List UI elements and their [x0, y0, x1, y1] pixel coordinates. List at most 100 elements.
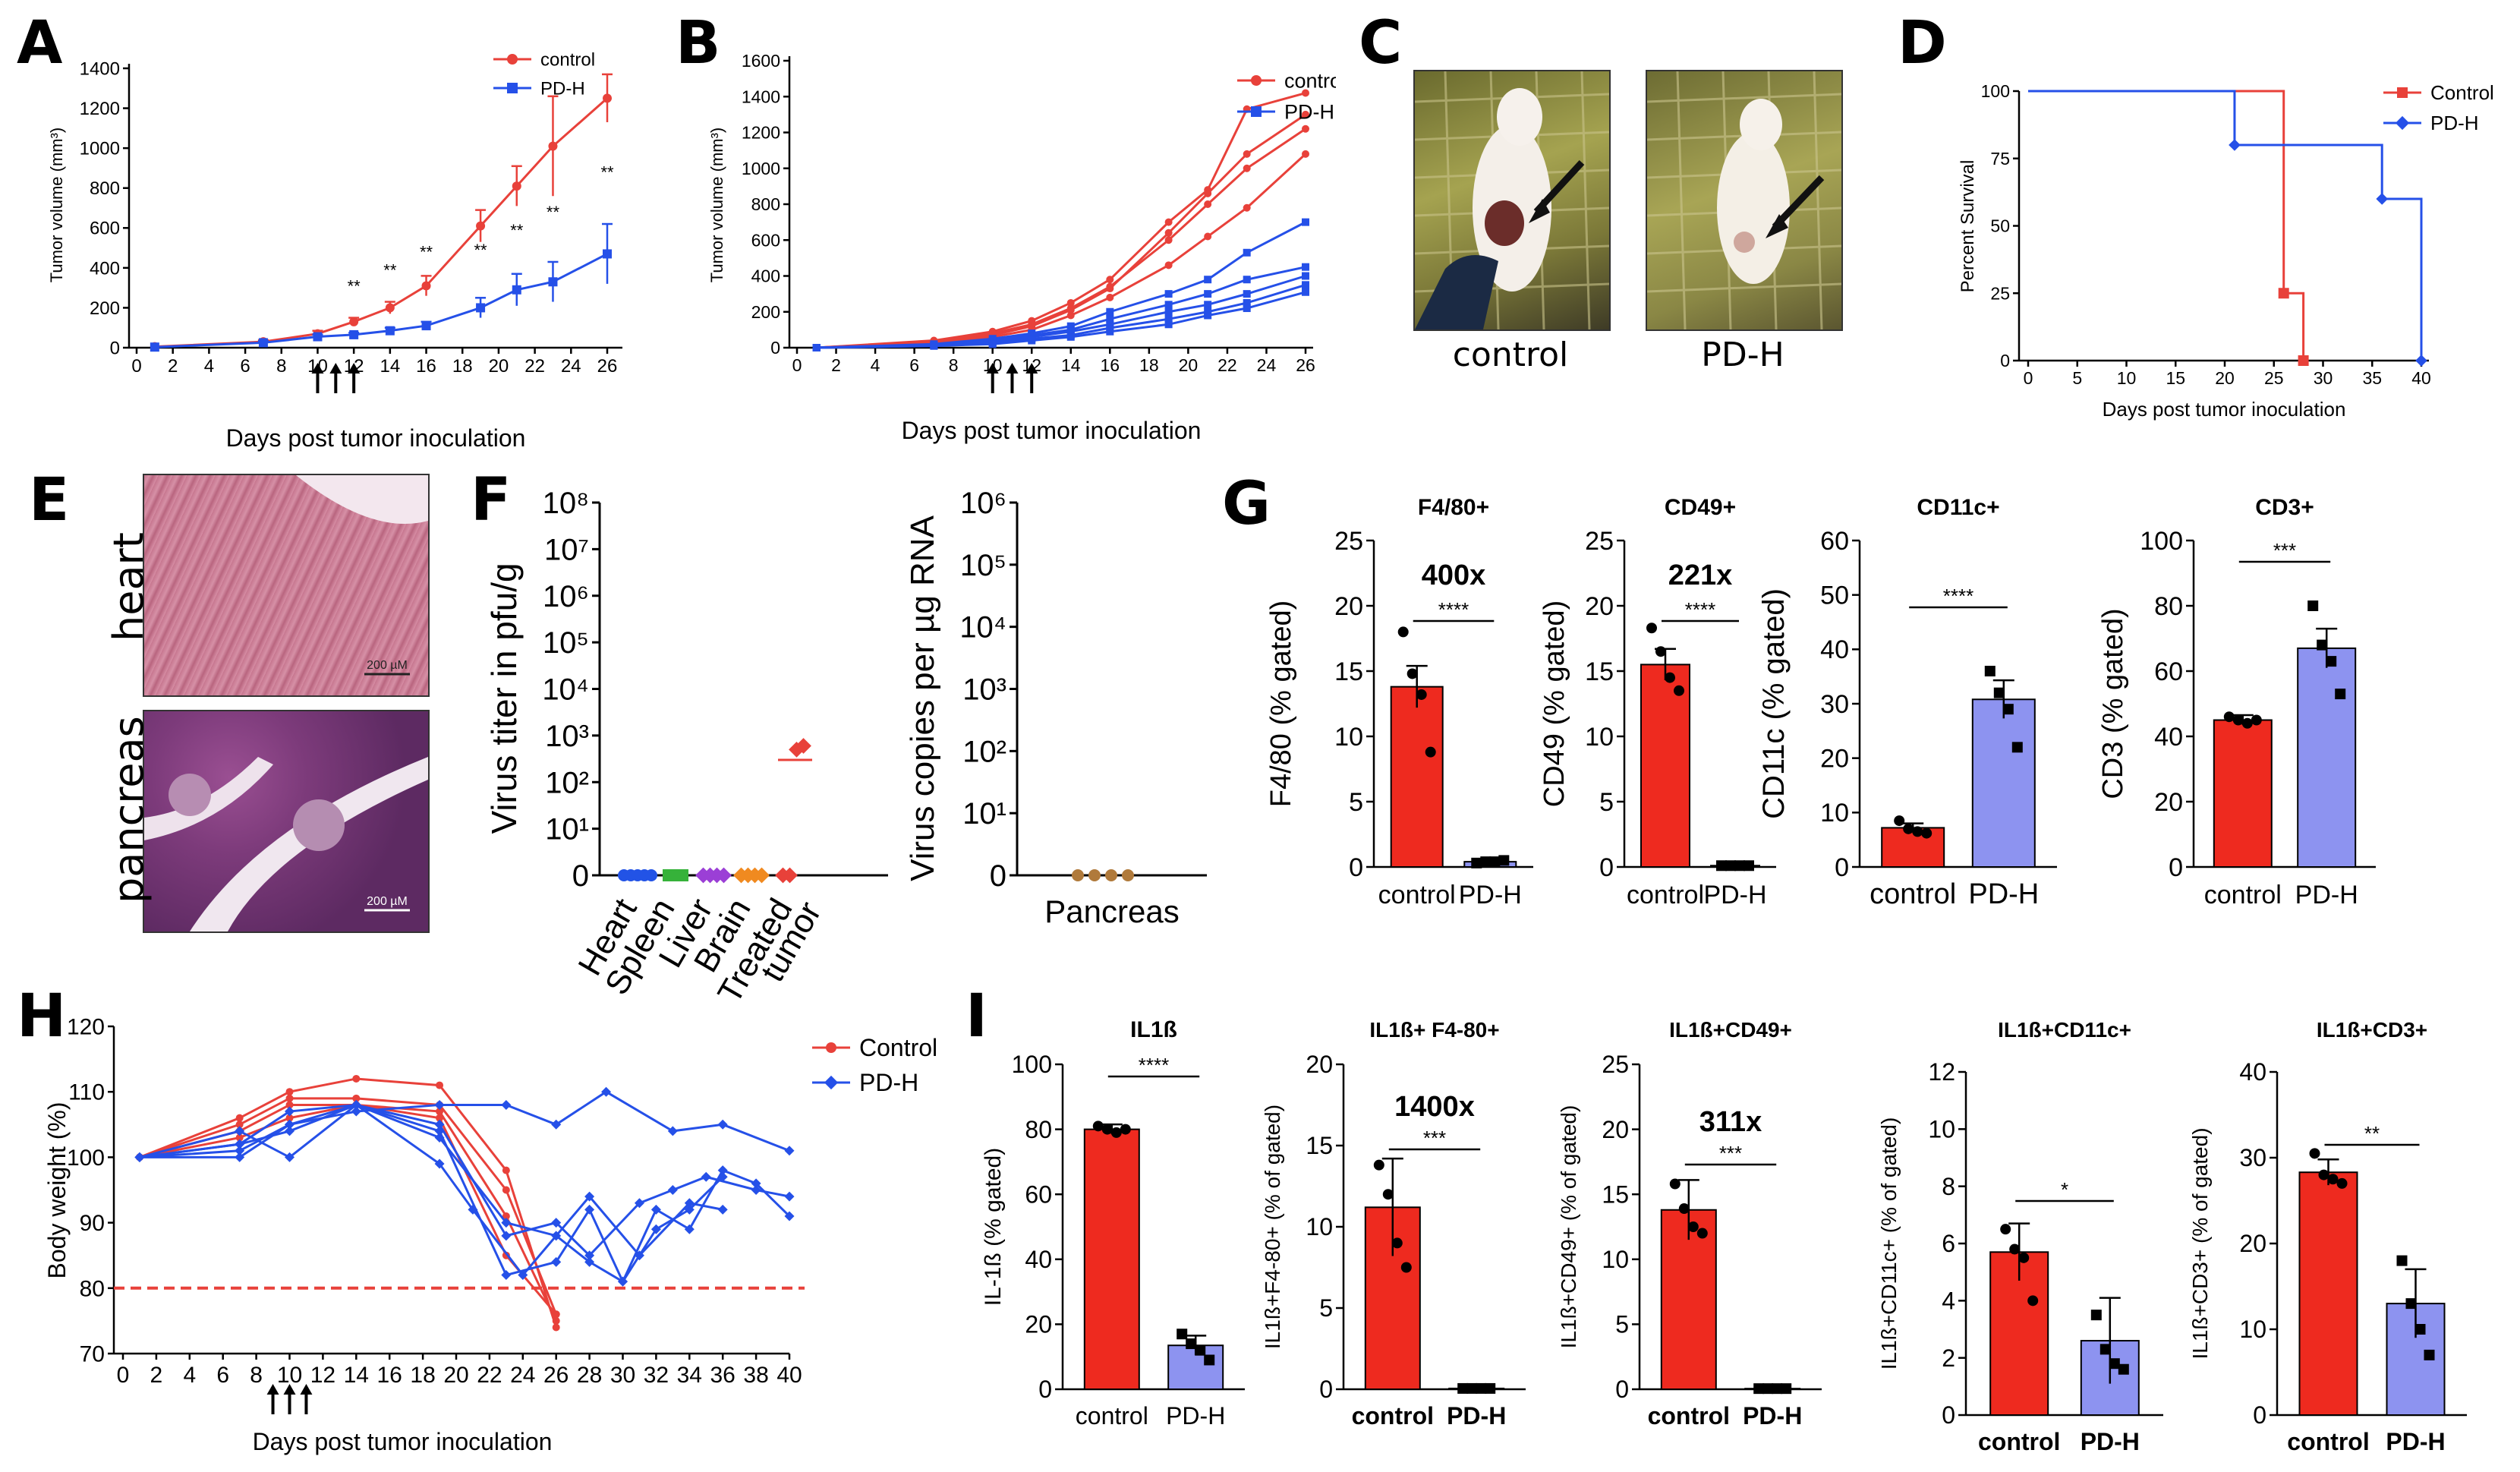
pancreas-scalebar-label: 200 µM — [367, 895, 408, 908]
data-point-Control — [352, 1094, 361, 1102]
fold-change-label: 1400x — [1394, 1091, 1475, 1123]
y-tick-label: 20 — [1602, 1116, 1629, 1143]
category-label: control — [1076, 1402, 1148, 1429]
y-tick-label: 70 — [80, 1342, 105, 1367]
data-point-PD-H — [667, 1185, 678, 1195]
x-tick-label: 0 — [117, 1363, 130, 1388]
data-point-PD-H — [434, 1099, 445, 1110]
data-point-Spleen — [676, 869, 688, 881]
significance-marker: ** — [383, 260, 397, 279]
x-tick-label: 26 — [597, 356, 618, 377]
data-point-PD-H — [1302, 288, 1309, 296]
data-point-control — [385, 303, 395, 313]
data-point-Control — [436, 1081, 444, 1089]
data-point-PD-H — [285, 1126, 295, 1136]
x-tick-label: 0 — [131, 356, 141, 377]
legend-label-pdh: PD-H — [540, 78, 585, 99]
data-point-control — [1204, 232, 1212, 241]
legend-marker-control — [826, 1042, 836, 1053]
data-point-PD-H — [351, 1106, 361, 1117]
data-point-PD-H — [434, 1126, 445, 1136]
significance-marker: *** — [1423, 1127, 1446, 1149]
data-point-PD-H — [1716, 860, 1727, 872]
data-point-PD-H — [235, 1146, 245, 1156]
data-point-PD-H — [2099, 1344, 2111, 1355]
panel-label-F: F — [471, 466, 512, 534]
y-tick-label: 100 — [2140, 527, 2183, 556]
y-tick-label: 60 — [1025, 1180, 1052, 1208]
y-tick-label: 12 — [1928, 1058, 1955, 1086]
mouse-photo-control-drawing — [1415, 71, 1609, 329]
panel-label-B: B — [676, 9, 721, 77]
data-point-PD-H — [1984, 666, 1996, 676]
x-tick-label: 14 — [1061, 355, 1081, 375]
data-point-PD-H — [2414, 1324, 2426, 1335]
bar-PD-H — [2297, 647, 2357, 868]
series-line-PD-H — [816, 291, 1306, 349]
y-axis-label: Body weight (%) — [43, 1102, 71, 1279]
data-point-PD-H — [684, 1224, 695, 1234]
y-axis-label: IL1ß+CD49+ (% of gated) — [1557, 1105, 1580, 1349]
data-point-control — [1302, 150, 1309, 158]
x-tick-label: 30 — [2314, 368, 2333, 388]
data-point-Treated tumor — [789, 741, 805, 758]
data-point-control — [1243, 203, 1251, 212]
data-point-control — [1028, 320, 1036, 329]
legend-label-control: control — [1284, 69, 1336, 92]
data-point-control — [1110, 1127, 1122, 1138]
x-tick-label: 14 — [380, 356, 400, 377]
data-point-PD-H — [235, 1152, 245, 1162]
data-point-Control — [502, 1166, 510, 1174]
panel-label-H: H — [17, 982, 67, 1051]
x-tick-label: 38 — [743, 1363, 768, 1388]
data-point-PD-H — [1195, 1344, 1206, 1356]
data-point-PD-H — [1498, 855, 1510, 866]
data-point-PD-H — [2424, 1349, 2435, 1360]
y-tick-label: 8 — [1942, 1173, 1955, 1200]
data-point-PD-H — [1204, 276, 1212, 284]
x-tick-label: 20 — [1179, 355, 1199, 375]
data-point-control — [476, 221, 486, 231]
y-tick-label: 80 — [1025, 1116, 1052, 1143]
survival-point-pdh — [2229, 139, 2241, 151]
data-point-PD-H — [1734, 860, 1745, 872]
y-tick-label: 400 — [751, 266, 780, 286]
fold-change-label: 311x — [1699, 1106, 1762, 1138]
y-tick-label: 25 — [1602, 1051, 1629, 1078]
y-tick-label: 10⁸ — [543, 487, 589, 520]
chart-title: IL1ß+CD11c+ — [1998, 1018, 2131, 1042]
y-tick-label: 20 — [2239, 1230, 2266, 1257]
x-tick-label: 18 — [452, 356, 473, 377]
data-point-PD-H — [421, 321, 431, 331]
significance-marker: *** — [1719, 1142, 1742, 1165]
data-point-PD-H — [1476, 1382, 1487, 1394]
data-point-PD-H — [584, 1204, 595, 1215]
significance-marker: ** — [547, 203, 560, 222]
data-point-control — [1687, 1221, 1699, 1232]
category-label: Pancreas — [1044, 894, 1179, 929]
x-tick-label: 18 — [410, 1363, 435, 1388]
y-axis-label: CD11c (% gated) — [1761, 588, 1791, 819]
x-tick-label: 26 — [543, 1363, 569, 1388]
series-line-control — [816, 128, 1306, 349]
x-tick-label: 26 — [1296, 355, 1315, 375]
y-tick-label: 2 — [1942, 1344, 1955, 1372]
y-tick-label: 800 — [90, 178, 120, 199]
series-line-Control — [139, 1077, 558, 1328]
dosing-arrow-head — [986, 363, 999, 374]
data-point-control — [2232, 714, 2244, 726]
data-point-PD-H — [1753, 1383, 1765, 1395]
data-point-PD-H — [1480, 856, 1492, 868]
data-point-PD-H — [601, 1086, 612, 1097]
data-point-control — [2336, 1177, 2348, 1189]
x-tick-label: 22 — [524, 356, 545, 377]
mouse-photo-control — [1413, 70, 1611, 331]
data-point-PD-H — [812, 344, 821, 351]
data-point-pancreas — [1105, 869, 1117, 881]
data-point-PD-H — [1164, 290, 1173, 298]
x-tick-label: 40 — [2411, 368, 2431, 388]
bar-control — [1390, 686, 1444, 868]
y-tick-label: 10³ — [545, 720, 589, 753]
data-point-control — [421, 281, 431, 291]
data-point-control — [1106, 276, 1114, 284]
